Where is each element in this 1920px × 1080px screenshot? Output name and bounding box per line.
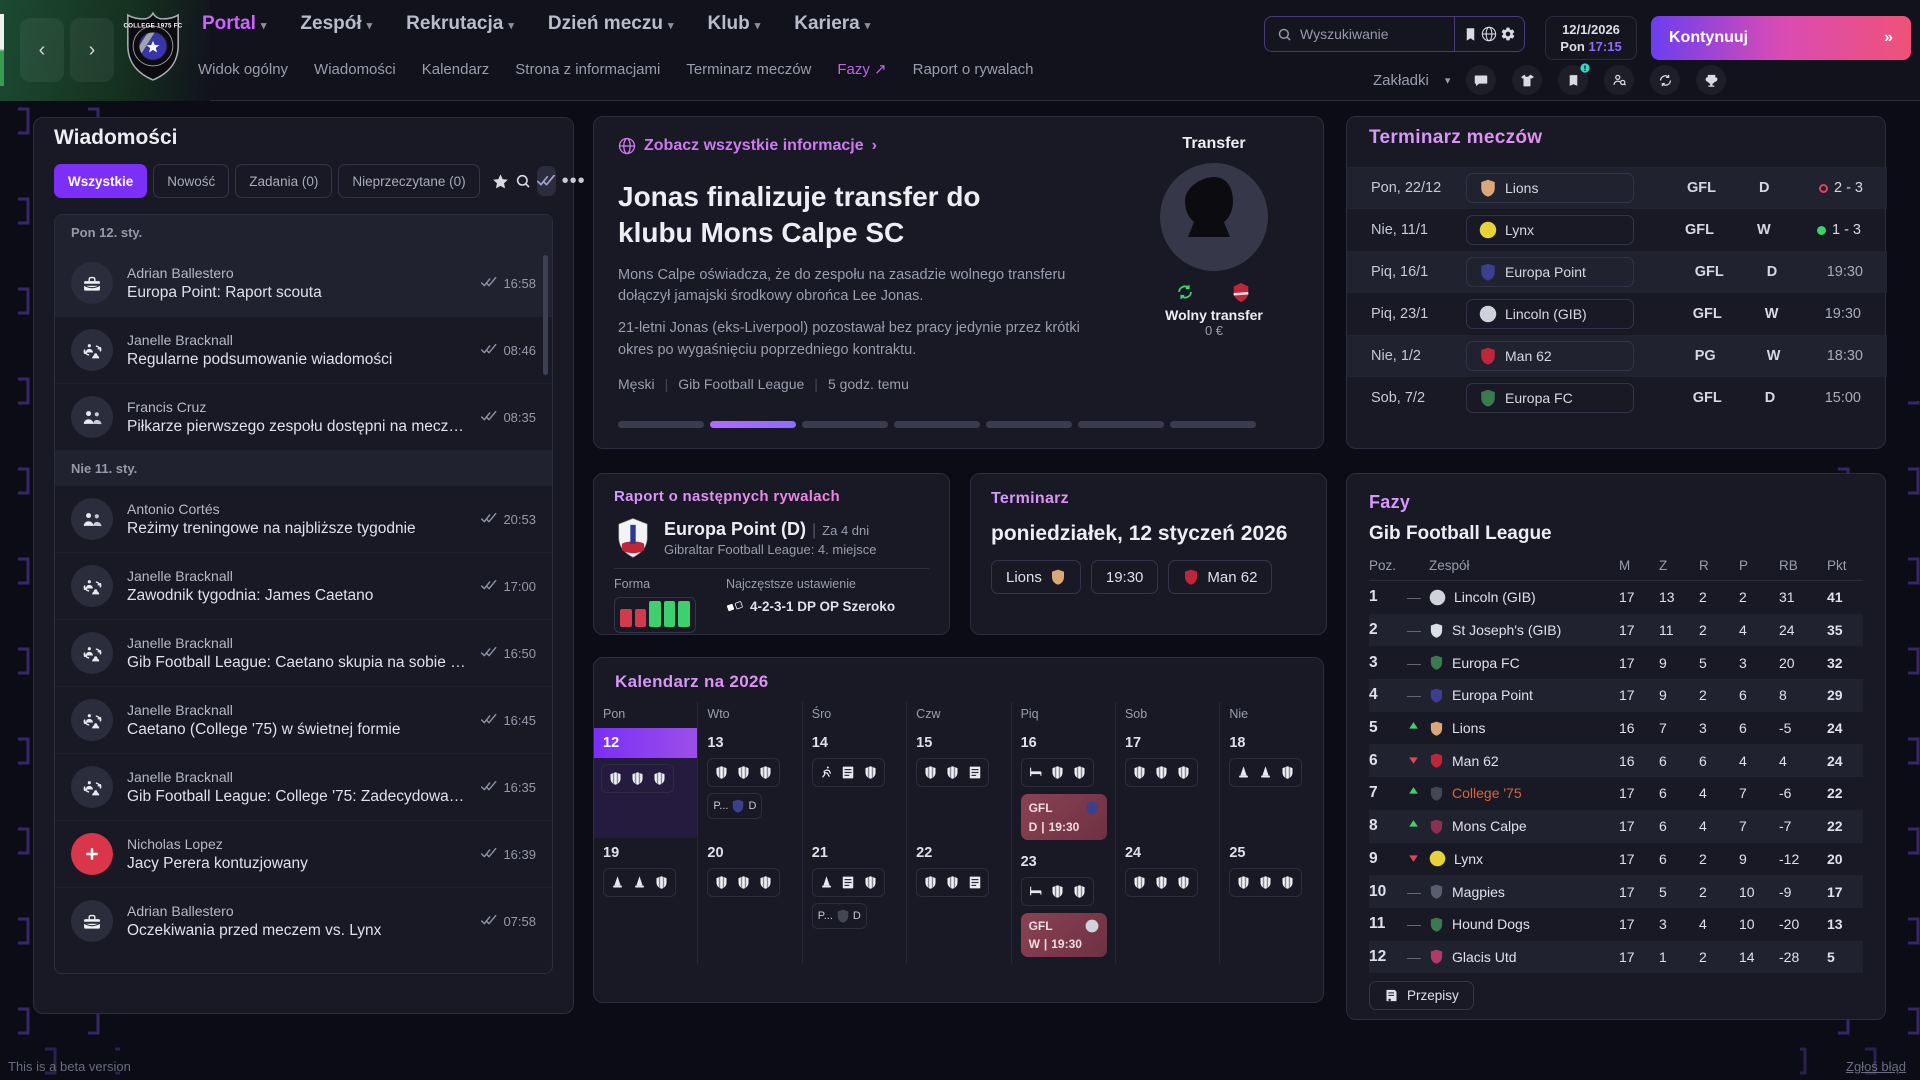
svg-text:COLLEGE 1975 FC: COLLEGE 1975 FC xyxy=(124,23,183,30)
